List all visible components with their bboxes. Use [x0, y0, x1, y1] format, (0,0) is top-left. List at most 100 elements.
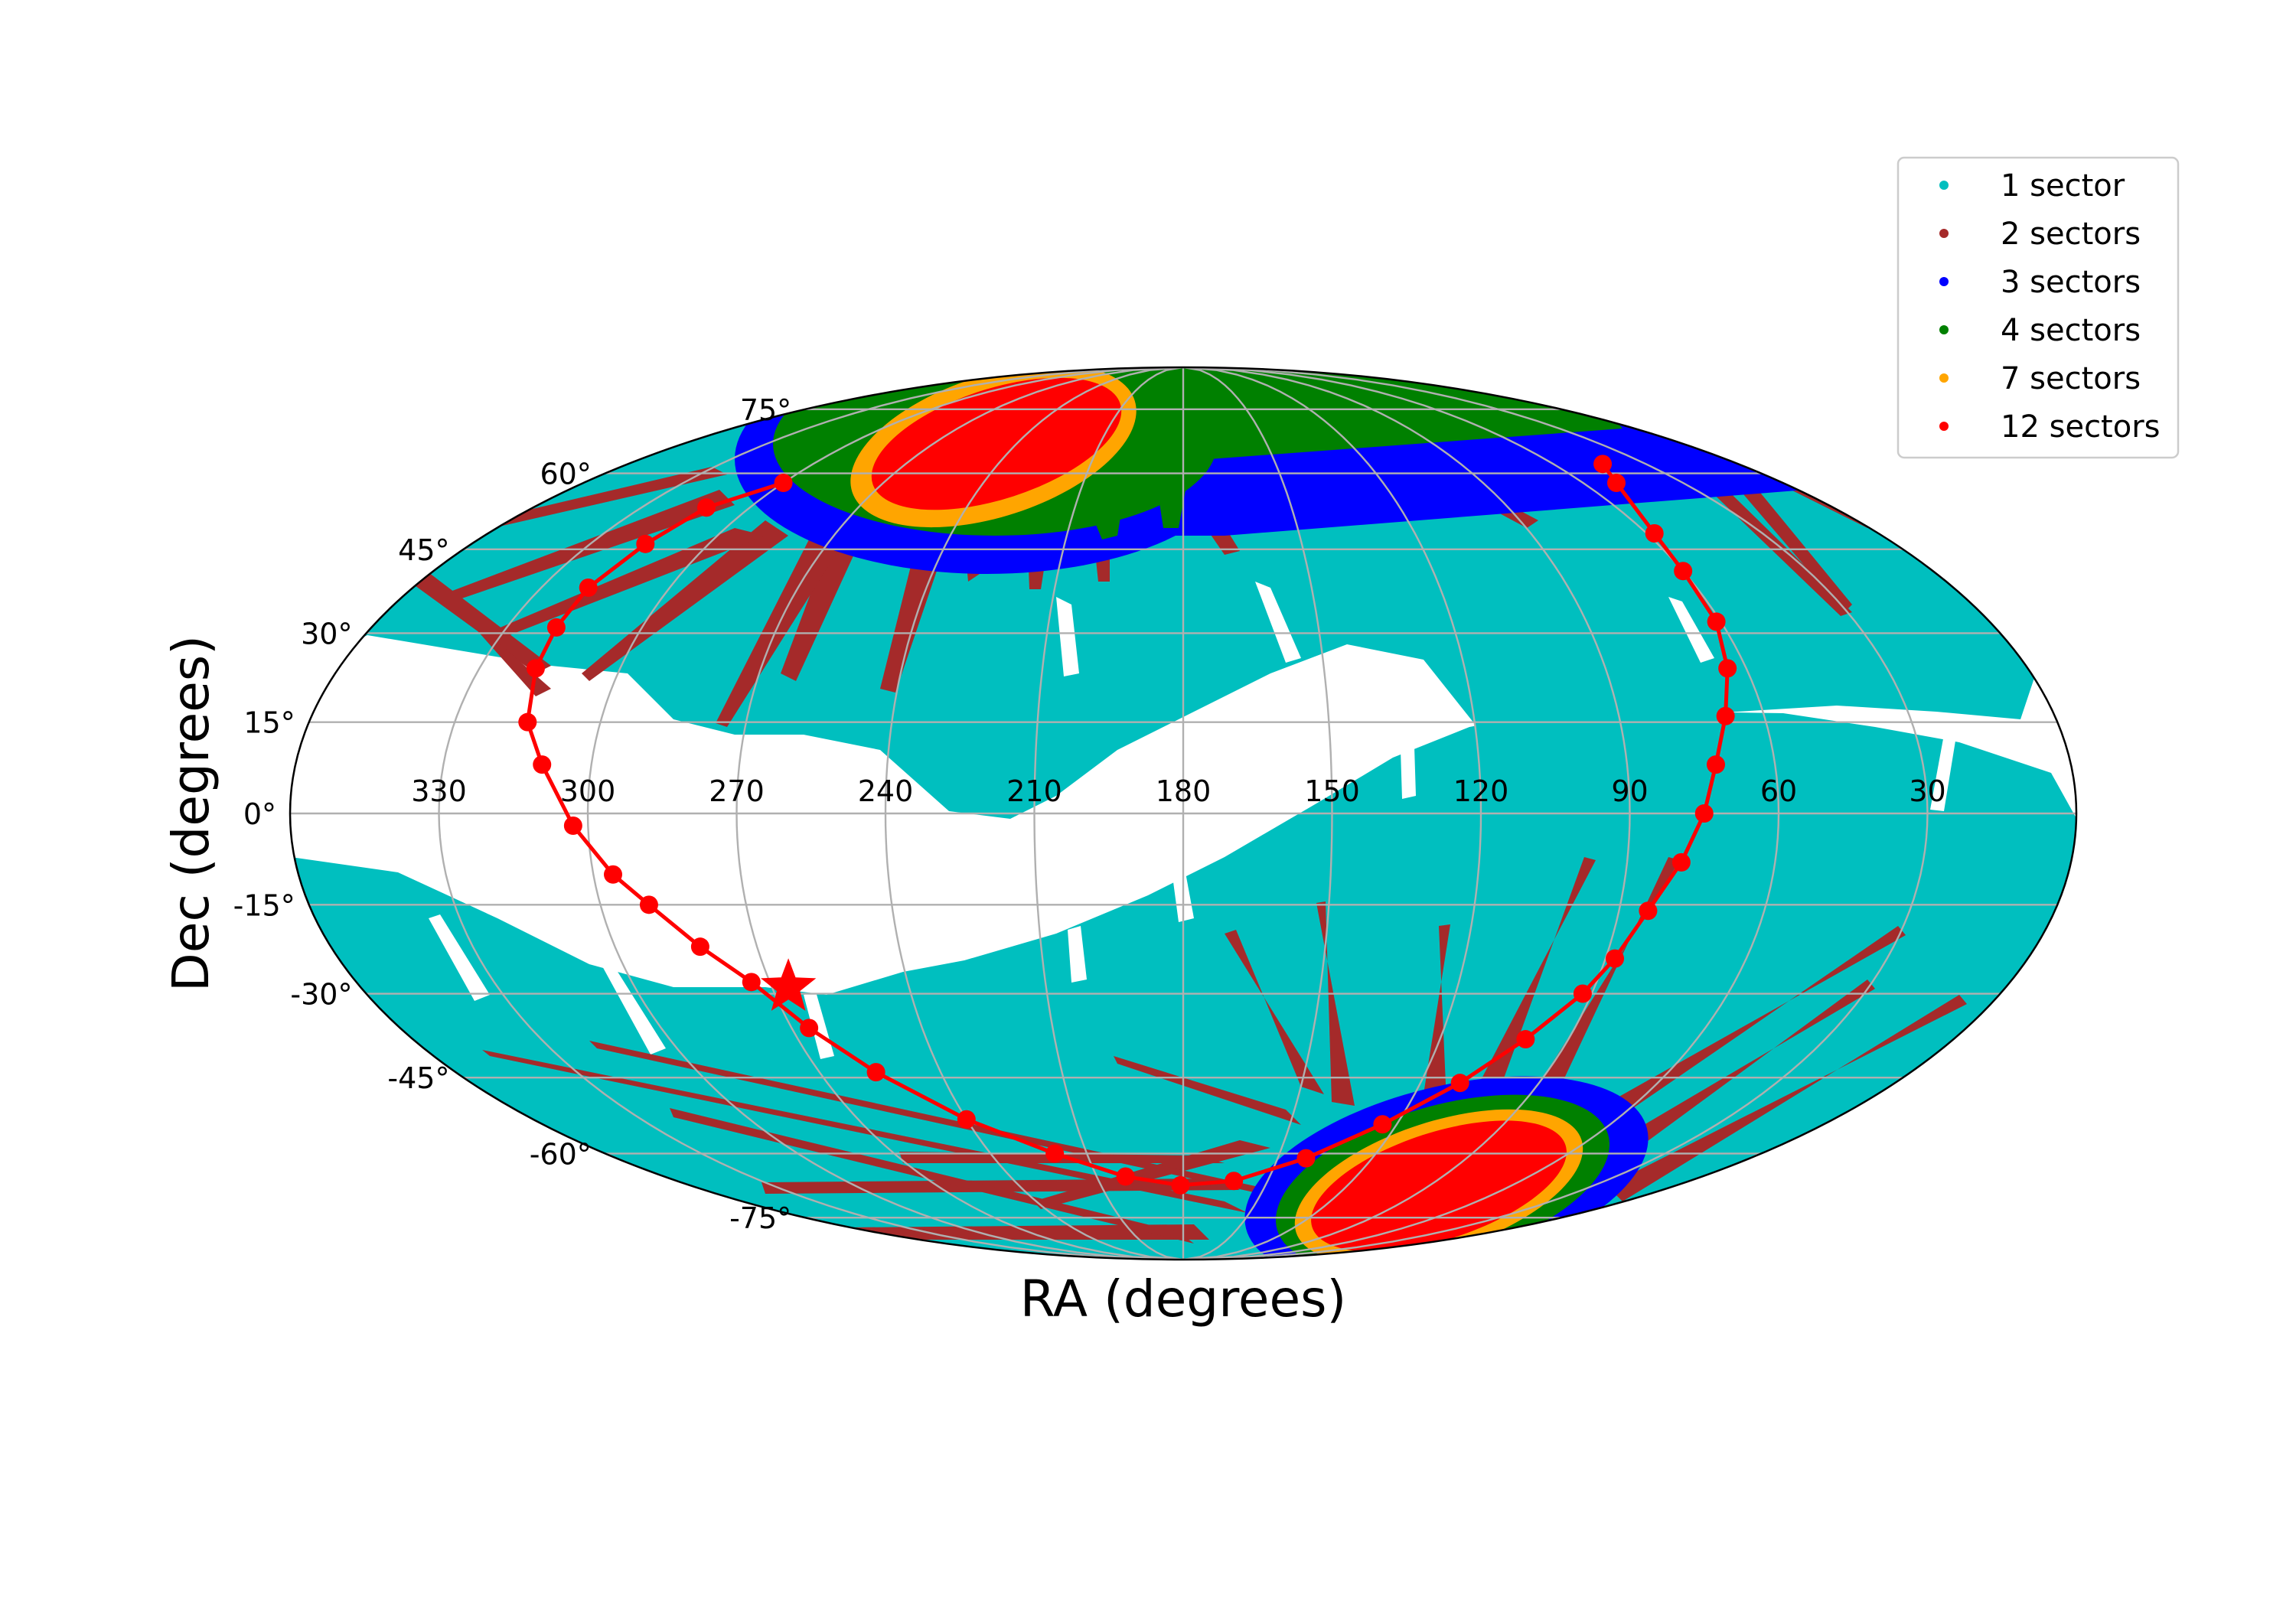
dec-tick-label: 15° — [243, 706, 295, 740]
legend-marker — [1939, 229, 1949, 238]
galactic-plane-point — [546, 618, 566, 637]
dec-tick-label: 60° — [540, 458, 591, 491]
galactic-plane-point — [1606, 474, 1626, 493]
sector-gaps — [429, 582, 1956, 1059]
galactic-plane-point — [579, 578, 598, 597]
overlap-spoke — [1569, 926, 1906, 1136]
galactic-plane-point — [1593, 455, 1613, 474]
galactic-plane-point — [636, 534, 655, 553]
dec-tick-label: 75° — [740, 393, 791, 427]
legend-label: 3 sectors — [2001, 265, 2141, 300]
ra-tick-label: 60 — [1760, 774, 1797, 808]
galactic-plane-point — [1171, 1175, 1190, 1195]
dec-tick-label: -15° — [233, 888, 295, 922]
dec-tick-label: -60° — [530, 1137, 592, 1171]
dec-tick-label: 0° — [243, 797, 276, 831]
legend-frame — [1896, 156, 2180, 459]
galactic-plane-point — [1674, 562, 1693, 581]
sector-gap — [804, 992, 834, 1059]
ra-tick-label: 240 — [858, 774, 914, 808]
ra-tick-label: 150 — [1304, 774, 1360, 808]
galactic-plane-point — [866, 1063, 885, 1082]
grid-meridian — [884, 367, 1184, 1260]
grid-meridian — [1182, 367, 1780, 1260]
galactic-plane-point — [1045, 1144, 1065, 1163]
overlap-spoke — [1225, 930, 1324, 1094]
legend: 1 sector 2 sectors 3 sectors 4 sectors 7 sec… — [1896, 156, 2180, 459]
legend-items: 1 sector 2 sectors 3 sectors 4 sectors 7 sec… — [1939, 168, 2161, 445]
sector-gap — [1068, 926, 1087, 983]
legend-marker — [1939, 422, 1949, 431]
galactic-plane-point — [742, 973, 761, 992]
overlap-spoke — [1469, 857, 1596, 1110]
galactic-plane-point — [774, 474, 793, 493]
ra-tick-label: 210 — [1006, 774, 1062, 808]
legend-label: 7 sectors — [2001, 361, 2141, 396]
sector-gap — [597, 953, 666, 1054]
galactic-plane-point — [690, 937, 709, 957]
overlap-spoke — [716, 505, 857, 727]
galactic-plane-point — [1718, 659, 1737, 678]
sector-gap — [1056, 597, 1079, 676]
overlap-spoke — [1316, 901, 1355, 1106]
legend-marker — [1939, 277, 1949, 286]
legend-label: 12 sectors — [2001, 409, 2161, 445]
galactic-plane-series — [518, 455, 1737, 1195]
grid-meridian — [586, 367, 1184, 1260]
overlap-spoke — [482, 1050, 1247, 1213]
grid-meridian — [1182, 367, 1631, 1260]
sector-gap — [1255, 582, 1301, 663]
sector-gap — [1668, 597, 1714, 663]
overlap-spoke — [482, 528, 765, 643]
dec-tick-label: 30° — [301, 617, 352, 650]
galactic-plane-point — [1296, 1149, 1316, 1168]
ra-tick-label: 330 — [411, 774, 467, 808]
galactic-plane-point — [1716, 706, 1735, 725]
ra-tick-label: 300 — [560, 774, 616, 808]
graticule — [290, 367, 2076, 1260]
galactic-plane-point — [1606, 949, 1625, 968]
sector-gap — [1930, 735, 1956, 811]
galactic-plane-point — [1450, 1074, 1469, 1093]
galactic-plane-point — [563, 816, 582, 835]
galactic-plane-point — [1225, 1172, 1244, 1191]
grid-meridian — [1182, 367, 1929, 1260]
overlap-spoke — [1114, 1056, 1301, 1125]
galactic-plane-point — [1373, 1115, 1392, 1134]
dec-tick-labels: 75° 60° 45° 30° 15° 0° -15° -30° -45° -60° -75° — [233, 393, 792, 1235]
ra-tick-label: 30 — [1909, 774, 1945, 808]
ra-tick-label: 270 — [709, 774, 765, 808]
overlap-spoke — [1424, 924, 1450, 1102]
galactic-plane-point — [1516, 1030, 1535, 1049]
dec-tick-label: -45° — [387, 1061, 449, 1095]
legend-label: 2 sectors — [2001, 217, 2141, 252]
x-axis-title: RA (degrees) — [1020, 1270, 1347, 1328]
legend-label: 1 sector — [2001, 168, 2125, 204]
ra-tick-label: 120 — [1453, 774, 1509, 808]
galactic-plane-point — [1573, 984, 1592, 1003]
galactic-plane-point — [696, 498, 716, 517]
galactic-plane-point — [526, 659, 545, 678]
dec-tick-label: -30° — [290, 978, 352, 1012]
overlap-spoke — [1592, 980, 1875, 1171]
overlap-spoke — [670, 1108, 1194, 1244]
ra-tick-labels: 330 300 270 240 210 180 150 120 90 60 30 — [411, 774, 1945, 808]
galactic-plane-point — [1639, 901, 1658, 921]
legend-marker — [1939, 325, 1949, 334]
overlap-spoke — [1607, 995, 1967, 1201]
galactic-plane-point — [1116, 1167, 1135, 1186]
galactic-plane-point — [604, 865, 623, 884]
grid-meridian — [1182, 367, 1333, 1260]
coverage-ring — [1056, 367, 1623, 520]
galactic-plane-point — [639, 895, 658, 914]
galactic-plane-point — [1707, 612, 1726, 631]
ra-tick-label: 90 — [1611, 774, 1648, 808]
legend-marker — [1939, 373, 1949, 383]
legend-marker — [1939, 181, 1949, 190]
galactic-plane-point — [1694, 804, 1714, 823]
legend-label: 4 sectors — [2001, 313, 2141, 348]
coverage-12-sectors-north — [871, 377, 1122, 510]
dec-tick-label: 45° — [398, 533, 449, 567]
grid-meridian — [438, 367, 1184, 1260]
